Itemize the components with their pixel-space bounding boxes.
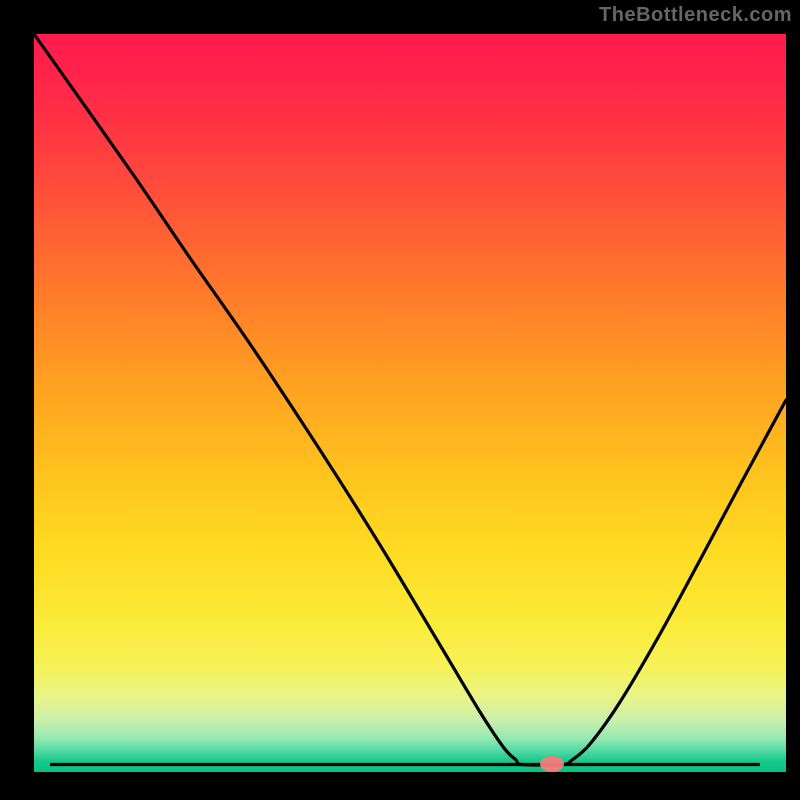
attribution-label: TheBottleneck.com (599, 4, 792, 27)
bottleneck-chart (0, 0, 800, 800)
plot-background (34, 34, 786, 772)
chart-container: TheBottleneck.com (0, 0, 800, 800)
optimal-marker (540, 756, 564, 772)
